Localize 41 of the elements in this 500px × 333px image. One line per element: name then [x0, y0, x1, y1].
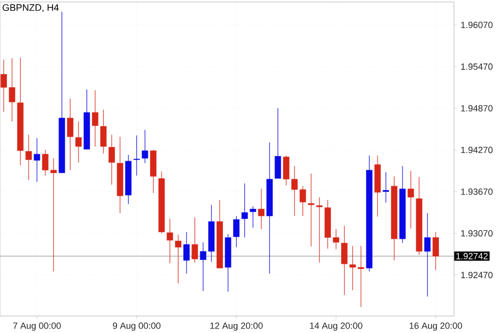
candlestick: [67, 98, 74, 170]
ref-line-label: 1.92742: [456, 252, 488, 260]
y-tick-label: 1.92470: [461, 272, 493, 278]
y-tick-label: 1.94870: [461, 105, 493, 112]
candlestick: [183, 232, 190, 274]
x-tick-label: 7 Aug 00:00: [13, 322, 61, 331]
candlestick: [250, 206, 256, 228]
x-tick-label: 9 Aug 00:00: [112, 322, 160, 331]
candlestick: [175, 234, 182, 284]
candlestick: [166, 218, 174, 264]
candlestick: [100, 109, 107, 154]
candlestick: [316, 196, 323, 263]
x-tick-label: 14 Aug 20:00: [310, 322, 362, 331]
candlestick: [424, 212, 431, 297]
candlestick: [432, 232, 439, 270]
candlestick: [382, 172, 390, 204]
candlestick: [408, 170, 414, 229]
candlestick: [242, 183, 248, 238]
candlestick: [26, 134, 32, 180]
x-tick-label: 16 Aug 20:00: [410, 322, 462, 331]
candlestick: [192, 217, 198, 263]
candlestick: [258, 188, 264, 230]
candlestick: [233, 216, 240, 248]
candlestick: [308, 173, 314, 247]
y-tick-label: 1.96070: [461, 22, 493, 28]
candlestick: [42, 150, 48, 176]
y-tick-label: 1.93670: [461, 188, 493, 195]
chart-title: GBPNZD, H4: [2, 4, 59, 12]
candlestick: [142, 130, 148, 164]
candlestick: [34, 138, 40, 182]
y-tick-label: 1.95470: [461, 63, 493, 70]
candlestick: [75, 121, 82, 163]
candlestick: [50, 158, 57, 272]
candlestick: [274, 108, 282, 179]
candlestick: [108, 134, 115, 185]
x-tick-label: 12 Aug 20:00: [210, 322, 263, 331]
y-tick-label: 1.93070: [461, 230, 493, 237]
y-tick-label: 1.94270: [461, 146, 493, 154]
candlestick: [92, 90, 98, 147]
candlestick: [341, 225, 348, 296]
candlestick: [134, 135, 140, 176]
